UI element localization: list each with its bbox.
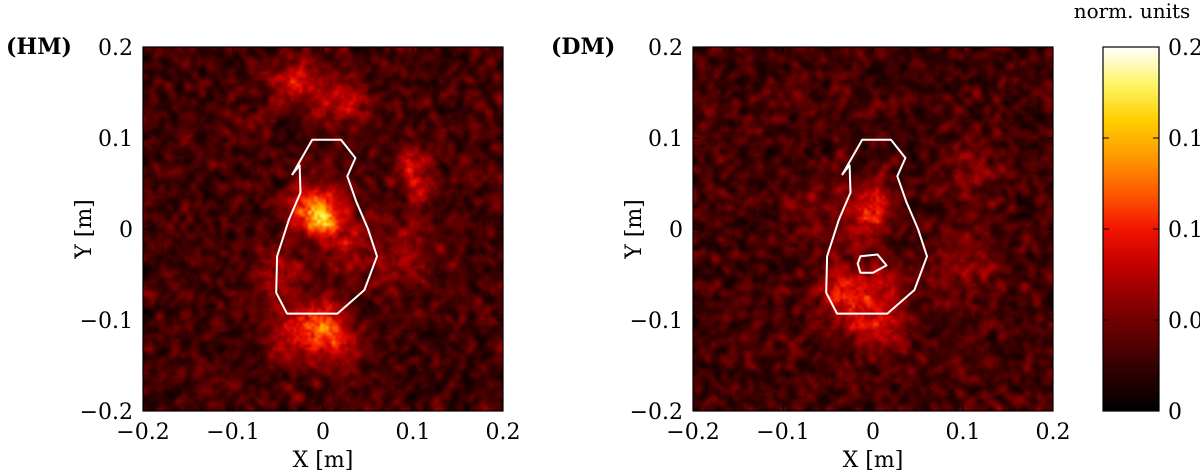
x-tick-label: −0.1 [206,420,259,445]
y-tick-label: −0.1 [630,309,683,334]
y-tick-label: −0.1 [80,309,133,334]
colorbar-fill [1103,47,1159,411]
x-tick-label: 0.1 [396,420,431,445]
x-tick-label: 0.2 [1036,420,1071,445]
x-axis-label: X [m] [293,448,354,473]
y-tick-label: 0.2 [98,36,133,61]
x-axis-label: X [m] [843,448,904,473]
panel-label-hm: (HM) [6,34,72,60]
heatmap-image [693,47,1053,411]
y-tick-label: 0.1 [648,127,683,152]
colorbar-tick-label: 0.05 [1168,309,1200,334]
colorbar: norm. units 0 0.05 0.1 0.15 0.2 [1074,0,1200,425]
colorbar-title: norm. units [1074,0,1191,23]
y-tick-label: −0.2 [630,400,683,425]
colorbar-tick-label: 0.2 [1168,36,1200,61]
x-tick-label: −0.2 [666,420,719,445]
x-tick-label: 0 [866,420,880,445]
colorbar-tick-label: 0.15 [1168,127,1200,152]
object-contour-1 [856,253,888,274]
colorbar-tick-label: 0.1 [1168,218,1200,243]
y-tick-label: 0 [119,218,133,243]
x-tick-label: 0 [316,420,330,445]
x-tick-label: 0.1 [946,420,981,445]
heatmap-image [143,47,503,411]
x-tick-label: −0.2 [116,420,169,445]
panel-dm: (DM) −0.2 −0.1 0 0.1 0.2 −0.2 −0.1 0 0.1 0.2 X [m]… [551,34,1071,473]
panel-hm: (HM) −0.2 −0.1 0 0.1 0.2 −0.2 −0.1 0 0.1 0.2 X [m]… [6,34,521,473]
x-tick-label: 0.2 [486,420,521,445]
colorbar-tick-label: 0 [1168,400,1182,425]
y-axis-label: Y [m] [72,199,97,260]
y-tick-label: −0.2 [80,400,133,425]
y-axis-label: Y [m] [622,199,647,260]
y-tick-label: 0.2 [648,36,683,61]
object-contour-0 [825,138,928,315]
object-contour-0 [275,138,378,315]
y-tick-label: 0 [669,218,683,243]
x-tick-label: −0.1 [756,420,809,445]
y-tick-label: 0.1 [98,127,133,152]
panel-label-dm: (DM) [551,34,615,60]
